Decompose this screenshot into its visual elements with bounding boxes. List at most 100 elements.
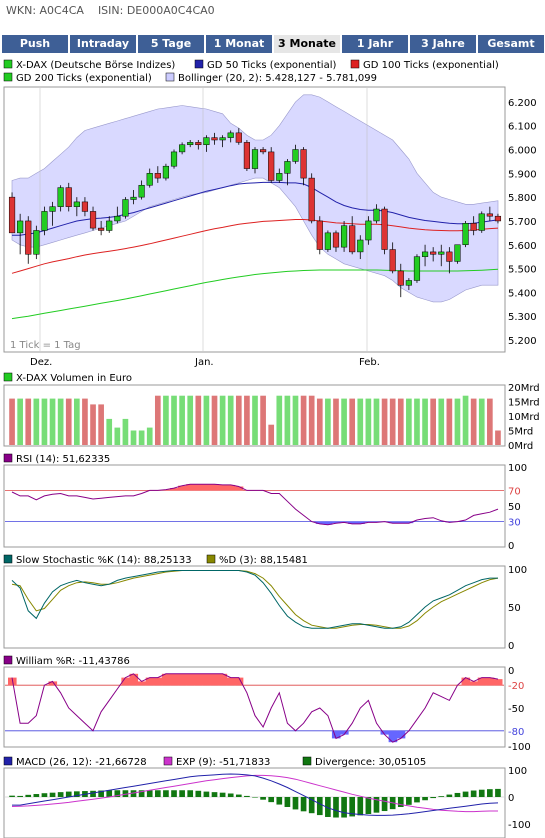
volume-bar (163, 395, 169, 445)
candle-body (49, 206, 56, 212)
volume-bar (235, 395, 242, 445)
candle-body (397, 270, 404, 286)
rsi-oversold-fill (323, 521, 333, 525)
price-y-axis: 6.200 6.100 6.000 5.900 5.800 5.700 5.600 5.500… (508, 98, 537, 347)
volume-bar (9, 398, 15, 445)
rsi-overbought-fill (226, 484, 236, 491)
candle-body (227, 132, 234, 138)
gd100-line (11, 219, 499, 274)
candle-body (284, 161, 291, 174)
rsi-overbought-fill (234, 486, 244, 491)
divergence-bar (462, 791, 469, 797)
william-plot (5, 673, 504, 743)
price-tick: 6.000 (508, 146, 537, 157)
rsi-overbought-fill (178, 485, 187, 491)
legend-gd100: GD 100 Ticks (exponential) (363, 60, 499, 71)
candle-body (373, 208, 380, 222)
divergence-bar (357, 797, 364, 816)
tab-push[interactable]: Push (2, 35, 68, 53)
william-overbought-fill (469, 681, 479, 686)
price-tick: 5.300 (508, 312, 537, 323)
tab-1-monat[interactable]: 1 Monat (206, 35, 272, 53)
volume-bar (470, 398, 477, 445)
exp-title: EXP (9): -51,71833 (176, 757, 270, 768)
divergence-bar (203, 791, 210, 797)
price-tick: 5.500 (508, 265, 537, 276)
william-overbought-fill (234, 677, 244, 686)
volume-bar (203, 395, 210, 445)
price-tick: 5.600 (508, 241, 537, 252)
price-tick: 5.800 (508, 193, 537, 204)
tab-3-monate[interactable]: 3 Monate (274, 35, 340, 53)
divergence-bar (276, 797, 283, 805)
divergence-bar (41, 793, 48, 797)
volume-bar (446, 398, 453, 445)
candle-body (98, 227, 105, 231)
volume-bar (365, 398, 372, 445)
rsi-plot-frame (3, 464, 506, 548)
divergence-bar (373, 797, 380, 813)
legend-bollinger-swatch (165, 72, 175, 82)
divergence-bar (365, 797, 372, 815)
william-tick: -20 (508, 681, 524, 692)
legend-gd200: GD 200 Ticks (exponential) (16, 73, 152, 84)
volume-bar (25, 398, 32, 445)
divergence-bar (235, 794, 242, 797)
william-y-axis: 0 -20 -50 -80 -100 (508, 666, 531, 753)
legend-xdax-swatch (3, 59, 13, 69)
divergence-bar (268, 797, 275, 803)
volume-bar (138, 430, 145, 445)
candle-body (154, 173, 161, 179)
candle-body (389, 249, 396, 272)
volume-bar (276, 395, 283, 445)
william-overbought-fill (121, 677, 130, 686)
volume-bar (49, 398, 56, 445)
candle-body (17, 220, 24, 234)
volume-bar (495, 430, 501, 445)
divergence-bar (292, 797, 299, 810)
security-identifiers: WKN: A0C4CA ISIN: DE000A0C4CA0 (6, 4, 215, 17)
volume-bar (211, 395, 218, 445)
tab-5-tage[interactable]: 5 Tage (138, 35, 204, 53)
x-label-jan: Jan. (194, 357, 214, 368)
divergence-bar (446, 794, 453, 797)
divergence-bar (227, 793, 234, 797)
volume-legend-swatch (3, 372, 13, 382)
volume-bar (430, 398, 436, 445)
candle-body (187, 142, 194, 146)
candle-body (106, 220, 113, 231)
divergence-bar (211, 792, 218, 797)
divergence-bar (65, 791, 72, 797)
macd-y-axis: 100 0 -100 (508, 766, 531, 831)
stoch-d-line (11, 570, 499, 629)
candle-body (122, 199, 129, 217)
volume-bar (300, 395, 307, 445)
candle-body (211, 137, 218, 141)
tab-3-jahre[interactable]: 3 Jahre (410, 35, 476, 53)
legend-gd100-swatch (350, 59, 360, 69)
candle-body (170, 151, 178, 167)
candle-body (130, 196, 137, 200)
volume-bar (74, 398, 80, 445)
rsi-plot (5, 483, 504, 526)
rsi-overbought-fill (169, 488, 179, 491)
volume-bar (146, 427, 153, 445)
divergence-bar (341, 797, 347, 818)
candle-body (494, 215, 502, 222)
tab-intraday[interactable]: Intraday (70, 35, 136, 53)
william-overbought-fill (169, 673, 179, 686)
tab-gesamt[interactable]: Gesamt (478, 35, 544, 53)
divergence-bar (325, 797, 331, 817)
candle-body (268, 151, 275, 181)
volume-bar (130, 430, 137, 445)
william-title: William %R: -11,43786 (16, 656, 130, 667)
divergence-bar (244, 795, 250, 797)
tab-1-jahr[interactable]: 1 Jahr (342, 35, 408, 53)
volume-bar (219, 395, 226, 445)
price-tick: 6.100 (508, 122, 537, 133)
rsi-legend-swatch (3, 453, 13, 463)
stoch-tick: 50 (508, 603, 521, 614)
divergence-bar (25, 794, 32, 797)
stoch-y-axis: 100 50 0 (508, 565, 527, 652)
candle-body (462, 223, 469, 246)
